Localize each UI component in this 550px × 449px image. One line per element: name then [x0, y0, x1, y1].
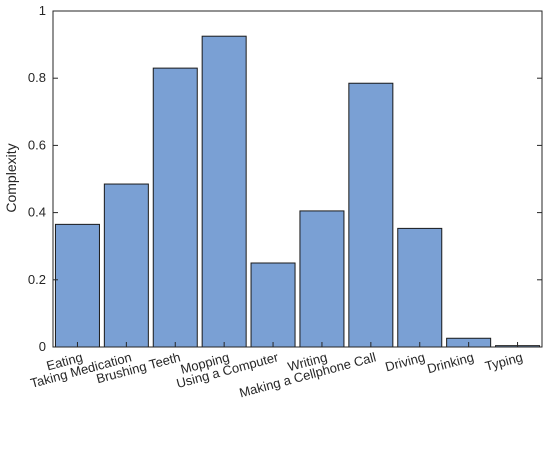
y-axis-label: Complexity [3, 143, 19, 212]
x-tick-label-typing: Typing [483, 349, 524, 373]
x-tick-label-driving: Driving [384, 349, 427, 374]
y-tick-label: 0.2 [28, 272, 46, 287]
bar-brushing-teeth [152, 67, 198, 348]
bar-using-a-computer [250, 262, 296, 348]
x-tick-label-drinking: Drinking [425, 349, 475, 376]
bar-mopping [201, 35, 247, 348]
bar-making-a-cellphone-call [348, 82, 394, 348]
bar-writing [299, 210, 345, 348]
y-tick-label: 0 [39, 339, 46, 354]
bar-taking-medication [103, 183, 149, 348]
y-tick-label: 1 [39, 3, 46, 18]
plot-frame [52, 10, 543, 348]
bar-driving [397, 227, 443, 348]
y-tick-label: 0.4 [28, 205, 46, 220]
y-tick-label: 0.8 [28, 70, 46, 85]
y-ticks-group: 0 0.2 0.4 0.6 0.8 1 [28, 3, 542, 354]
bars-group [54, 35, 541, 348]
axes-group [52, 10, 543, 348]
bar-eating [54, 223, 100, 348]
y-tick-label: 0.6 [28, 137, 46, 152]
